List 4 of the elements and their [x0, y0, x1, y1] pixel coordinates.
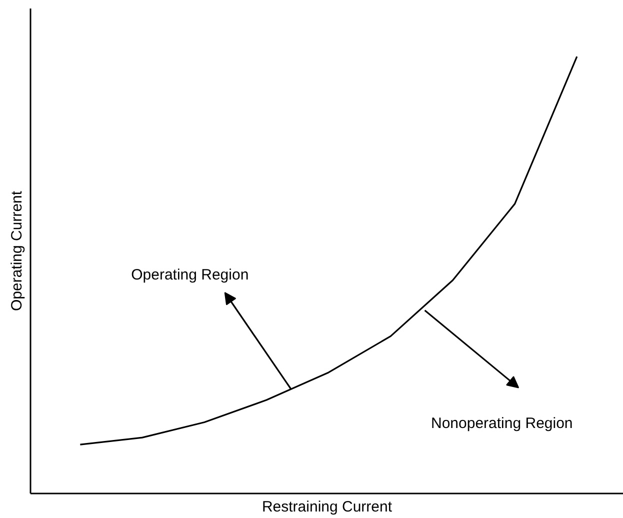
annotation: Nonoperating Region	[431, 415, 573, 432]
y-axis-title: Operating Current	[8, 190, 26, 312]
x-axis-title: Restraining Current	[262, 498, 393, 516]
annotation: Operating Region	[131, 266, 249, 284]
